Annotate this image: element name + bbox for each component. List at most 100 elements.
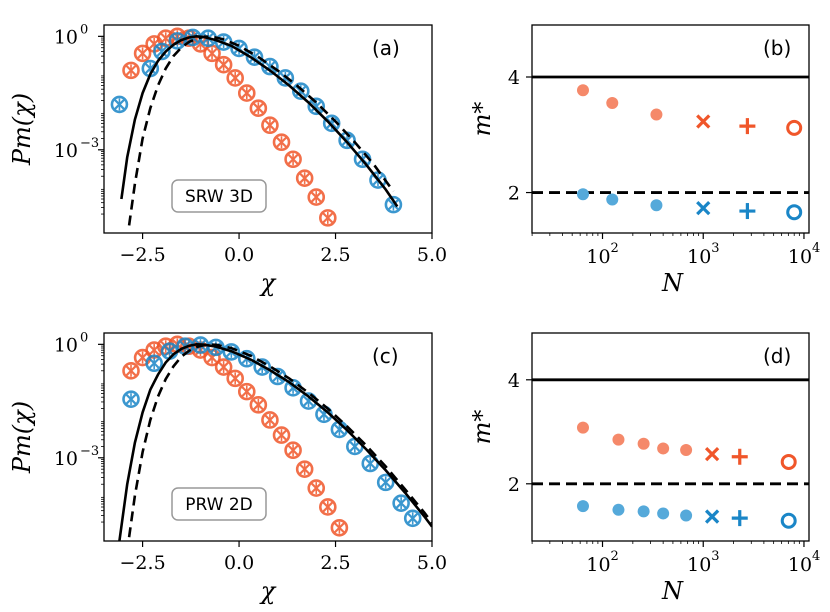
point-ring (230, 39, 248, 58)
point-ring (122, 61, 140, 80)
panel-c-box: PRW 2D (171, 487, 267, 521)
panel-c-box-label: PRW 2D (185, 495, 253, 515)
point-ring (226, 69, 244, 87)
point-ring (253, 358, 272, 376)
curve-dashed (127, 35, 395, 226)
point-ring (291, 82, 310, 100)
point-dot-orange (650, 108, 663, 121)
xtick-exp: 2 (611, 549, 619, 564)
xtick-label: −2.5 (120, 552, 166, 574)
data-point-orange (261, 411, 279, 429)
xtick-label: 10 (687, 246, 711, 268)
point-ring (207, 338, 225, 357)
panel-d-marks (532, 378, 809, 529)
data-point-orange (249, 396, 268, 414)
data-point-orange (226, 69, 244, 87)
panel-c-ylabel: Pm(χ) (8, 401, 36, 474)
xtick-label: 10 (788, 246, 812, 268)
panel-c-box-frame (171, 487, 267, 521)
data-point-orange (237, 84, 256, 102)
x-stroke (696, 114, 711, 129)
data-point-orange (307, 188, 326, 206)
point-ring (249, 99, 268, 117)
point-ring (284, 150, 302, 169)
xtick-label: −2.5 (120, 244, 166, 266)
point-ring (214, 55, 233, 74)
point-ring-orange (780, 453, 797, 470)
panel-c: −2.5 0.0 2.5 5.010 010 −3 (c) PRW 2D χ Pm(χ) (8, 330, 447, 605)
panel-c-marks (118, 335, 432, 541)
panel-c-label: (c) (372, 344, 399, 368)
point-dot-blue (606, 193, 619, 206)
xtick-label: 5.0 (417, 244, 447, 266)
point-ring (245, 48, 264, 66)
panel-a: −2.5 0.0 2.5 5.010 010 −3 (a) SRW 3D χ Pm(χ) (8, 22, 447, 297)
data-point-blue (307, 97, 326, 116)
point-dot-orange (680, 444, 693, 456)
point-ring (110, 95, 129, 114)
data-point-orange (122, 61, 140, 80)
xtick-exp: 4 (812, 241, 820, 256)
point-ring (122, 362, 140, 380)
point-ring (384, 195, 403, 214)
point-dot-blue (612, 503, 625, 516)
x-stroke (704, 447, 720, 462)
point-ring (272, 426, 291, 444)
data-point-orange (284, 150, 302, 169)
point-x-orange (704, 447, 720, 462)
point-plus-orange (731, 448, 748, 465)
point-dot-orange (576, 84, 589, 97)
data-point-blue (245, 48, 264, 66)
xtick-exp: 3 (711, 241, 719, 256)
point-ring (403, 509, 422, 528)
data-point-orange (295, 460, 314, 478)
panel-b-frame (531, 24, 810, 234)
point-ring-blue (780, 512, 797, 529)
ytick-exp: −3 (80, 136, 99, 151)
xtick-label: 2.5 (320, 552, 350, 574)
point-dot-orange (612, 433, 625, 446)
panel-b: 10 2 10 3 10 424 (b) N m* (468, 24, 820, 297)
panel-a-label: (a) (372, 36, 400, 60)
point-x-blue (704, 509, 720, 524)
point-dot-blue (657, 507, 670, 520)
data-point-orange (284, 441, 302, 460)
data-point-orange (214, 55, 233, 74)
ytick-label: 2 (508, 183, 520, 205)
point-ring (226, 369, 244, 388)
ytick-label: 10 (54, 26, 78, 48)
panel-a-xlabel: χ (259, 269, 277, 297)
point-plus-blue (739, 203, 756, 220)
point-ring (237, 349, 256, 368)
ytick-label: 2 (508, 474, 520, 496)
data-point-blue (376, 473, 395, 492)
point-ring-orange (786, 119, 803, 136)
point-x-blue (696, 201, 711, 216)
data-point-orange (330, 518, 349, 537)
data-point-orange (122, 362, 140, 380)
ytick-label: 4 (508, 67, 520, 89)
data-point-blue (145, 354, 163, 373)
panel-a-frame (103, 24, 433, 234)
point-dot-orange (657, 442, 670, 455)
data-point-orange (319, 209, 337, 227)
point-ring (214, 358, 233, 376)
data-point-blue (384, 195, 403, 214)
point-ring (153, 42, 171, 61)
point-ring (222, 343, 241, 361)
point-ring (319, 498, 337, 516)
xtick-label: 10 (586, 554, 610, 576)
panel-b-marks (532, 75, 809, 221)
data-point-orange (272, 426, 291, 444)
ytick-label: 10 (54, 334, 78, 356)
panel-d: 10 2 10 3 10 424 (d) N m* (468, 332, 820, 605)
xtick-label: 5.0 (417, 552, 447, 574)
panel-b-ticks: 10 2 10 3 10 424 (508, 67, 820, 268)
x-stroke (704, 509, 720, 524)
data-point-orange (272, 133, 291, 152)
panel-b-xlabel: N (661, 269, 684, 297)
panel-a-box-label: SRW 3D (185, 187, 253, 207)
panel-c-xlabel: χ (259, 577, 277, 605)
xtick-label: 10 (687, 554, 711, 576)
panel-d-frame (531, 332, 810, 542)
